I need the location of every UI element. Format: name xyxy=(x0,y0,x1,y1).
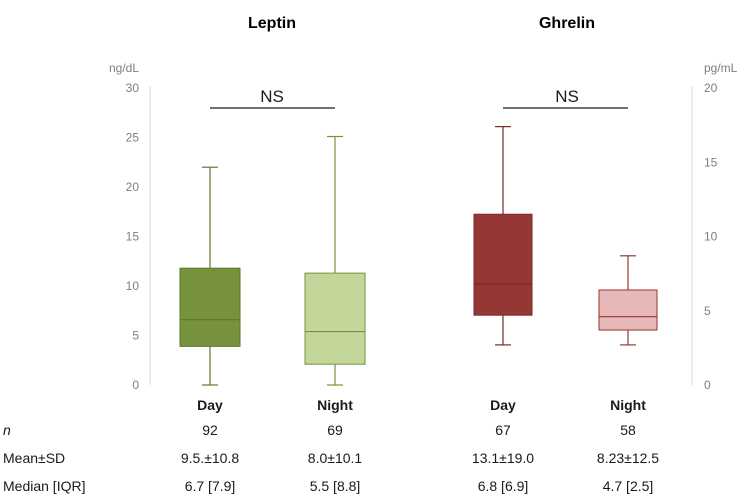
y-tick-label: 0 xyxy=(704,378,711,392)
stat-value: 6.7 [7.9] xyxy=(185,478,236,494)
category-label: Night xyxy=(610,397,646,413)
stat-value: 67 xyxy=(495,422,511,438)
leptin-significance-label: NS xyxy=(260,87,284,106)
stat-value: 8.0±10.1 xyxy=(308,450,363,466)
ghrelin-significance-label: NS xyxy=(555,87,579,106)
y-tick-label: 10 xyxy=(704,230,718,244)
stat-value: 5.5 [8.8] xyxy=(310,478,361,494)
category-label: Night xyxy=(317,397,353,413)
stat-value: 58 xyxy=(620,422,636,438)
box-plot-leptin-day xyxy=(179,166,241,386)
stat-value: 92 xyxy=(202,422,218,438)
iqr-box xyxy=(304,272,366,365)
leptin-unit-label: ng/dL xyxy=(109,61,139,75)
stat-value: 8.23±12.5 xyxy=(597,450,659,466)
y-tick-label: 5 xyxy=(704,304,711,318)
ghrelin-title: Ghrelin xyxy=(539,15,595,32)
stat-value: 4.7 [2.5] xyxy=(603,478,654,494)
stats-row-label: Median [IQR] xyxy=(3,478,85,494)
iqr-box xyxy=(179,267,241,347)
y-tick-label: 15 xyxy=(704,155,718,169)
box-plot-ghrelin-night xyxy=(598,255,658,346)
leptin-title: Leptin xyxy=(248,15,296,32)
category-label: Day xyxy=(490,397,516,413)
y-tick-label: 25 xyxy=(126,131,140,145)
y-tick-label: 30 xyxy=(126,81,140,95)
y-tick-label: 20 xyxy=(704,81,718,95)
box-plot-leptin-night xyxy=(304,135,366,386)
ghrelin-unit-label: pg/mL xyxy=(704,61,738,75)
stat-value: 13.1±19.0 xyxy=(472,450,534,466)
y-tick-label: 0 xyxy=(132,378,139,392)
stat-value: 9.5.±10.8 xyxy=(181,450,239,466)
tick-labels: 0 5 10 15 20 25 30 0 5 10 15 20 xyxy=(126,81,718,392)
box-plot-ghrelin-day xyxy=(473,126,533,346)
iqr-box xyxy=(473,213,533,316)
category-labels: Day Night Day Night xyxy=(197,397,646,413)
y-tick-label: 5 xyxy=(132,329,139,343)
y-tick-label: 20 xyxy=(126,180,140,194)
stats-row-label: Mean±SD xyxy=(3,450,65,466)
stats-table: 92 9.5.±10.8 6.7 [7.9] 69 8.0±10.1 5.5 [8.8] 6… xyxy=(3,422,659,494)
box-plots xyxy=(179,126,658,386)
category-label: Day xyxy=(197,397,223,413)
iqr-box xyxy=(598,289,658,331)
y-tick-label: 15 xyxy=(126,230,140,244)
stat-value: 6.8 [6.9] xyxy=(478,478,529,494)
y-tick-label: 10 xyxy=(126,279,140,293)
stats-row-label: n xyxy=(3,422,11,438)
stat-value: 69 xyxy=(327,422,343,438)
